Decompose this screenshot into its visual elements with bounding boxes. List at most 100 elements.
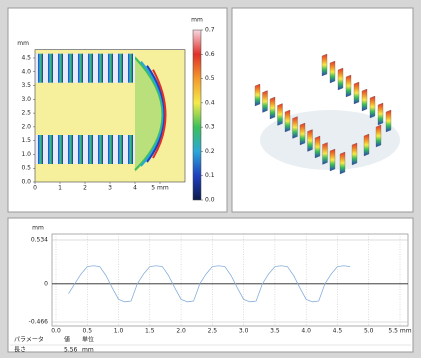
plot-frame [51,233,409,327]
map-stripe [88,53,93,83]
x-tick-label: 2 [83,185,87,192]
map-stripe [78,53,83,83]
x-tick-label: 3.0 [239,328,249,335]
map-stripe [48,135,53,164]
view3d-slat [339,151,346,175]
colorbar-tick-label: 0.6 [205,51,215,58]
colorbar-tick-label: 0.3 [205,124,215,131]
view3d-panel [231,7,414,213]
map-stripe [78,135,83,164]
view3d-slat [262,90,268,113]
map-stripe [128,135,133,164]
y-tick-label: 1.0 [21,151,31,158]
view3d-slat [292,116,298,139]
view3d-slat [277,103,283,126]
map-stripe [118,53,123,83]
table-cell: 5.56 [64,347,78,354]
view3d-slat [351,142,358,166]
y-tick-label: 2.5 [21,110,31,117]
x-tick-label: 1.5 [145,328,155,335]
view3d-slat [369,95,376,119]
view3d-slat [329,60,336,84]
colorbar-tick-label: 0.1 [205,172,215,179]
x-tick-label: 0 [33,185,37,192]
colorbar [192,29,202,201]
x-tick-label: 1.0 [114,328,124,335]
colorbar-tick-label: 0.5 [205,75,215,82]
view3d-slat [314,135,321,159]
map-arc-band [146,65,166,163]
view3d-slat [363,133,370,157]
x-tick-label: 5.5 mm [388,328,411,335]
y-tick-label: -0.466 [29,319,49,326]
y-tick-label: 2.0 [21,123,31,130]
table-cell: パラメータ [14,336,44,344]
x-tick-label: 2.0 [176,328,186,335]
map-stripe [108,135,113,164]
map-stripe [48,53,53,83]
map-arc-band [152,69,167,159]
view3d-slat [385,109,392,133]
y-axis-label: mm [17,40,29,47]
table-cell: 値 [64,336,70,344]
map-stripe [98,53,103,83]
y-axis-label: mm [32,225,44,232]
map-stripe [128,53,133,83]
y-tick-label: 1.5 [21,137,31,144]
x-tick-label: 0.0 [51,328,61,335]
y-tick-label: 0 [44,280,48,287]
y-tick-label: 4.0 [21,68,31,75]
map-stripe [98,135,103,164]
x-tick-label: 5.0 [364,328,374,335]
x-tick-label: 1 [58,185,62,192]
view3d-slat [375,124,382,148]
view3d-slat [269,96,276,120]
y-tick-label: 0.0 [21,179,31,186]
decoration [254,53,400,175]
y-tick-label: 0.534 [31,237,48,244]
map-stripe [68,135,73,164]
view3d-slat [329,148,336,172]
x-tick-label: 4 [133,185,137,192]
view3d-slat [307,129,313,152]
colorbar-tick-label: 0.2 [205,148,215,155]
colorbar-tick-label: 0.4 [205,99,215,106]
x-tick-label: 5 mm [151,185,169,192]
table-cell: 長さ [14,347,26,354]
y-tick-label: 0.5 [21,165,31,172]
x-tick-label: 4.0 [301,328,311,335]
view3d-slat [321,53,328,77]
x-tick-label: 3 [108,185,112,192]
view3d-slat [254,83,261,107]
view3d-slat [361,88,368,112]
map-stripe [38,53,43,83]
map-stripe [58,135,63,164]
view3d-slat [345,74,352,98]
y-tick-label: 4.5 [21,54,31,61]
view3d-slat [377,102,384,126]
map-stripe [58,53,63,83]
x-tick-label: 0.5 [82,328,92,335]
view3d-slat [337,67,344,91]
table-cell: mm [82,347,94,354]
view3d-slat [322,142,328,165]
view3d-slat [353,81,360,105]
profile-line [68,265,351,303]
x-tick-label: 4.5 [333,328,343,335]
view3d-slat [299,122,306,146]
colorbar-tick-label: 0.0 [205,197,215,204]
view3d-slat [284,109,291,133]
y-tick-label: 3.5 [21,82,31,89]
table-cell: 単位 [82,336,94,344]
map-stripe [88,135,93,164]
y-tick-label: 3.0 [21,96,31,103]
colorbar-tick-label: 0.7 [205,27,215,34]
x-tick-label: 2.5 [208,328,218,335]
map-stripe [38,135,43,164]
x-tick-label: 3.5 [270,328,280,335]
map-stripe [118,135,123,164]
map-stripe [108,53,113,83]
map-stripe [68,53,73,83]
colorbar-label: mm [191,17,203,24]
